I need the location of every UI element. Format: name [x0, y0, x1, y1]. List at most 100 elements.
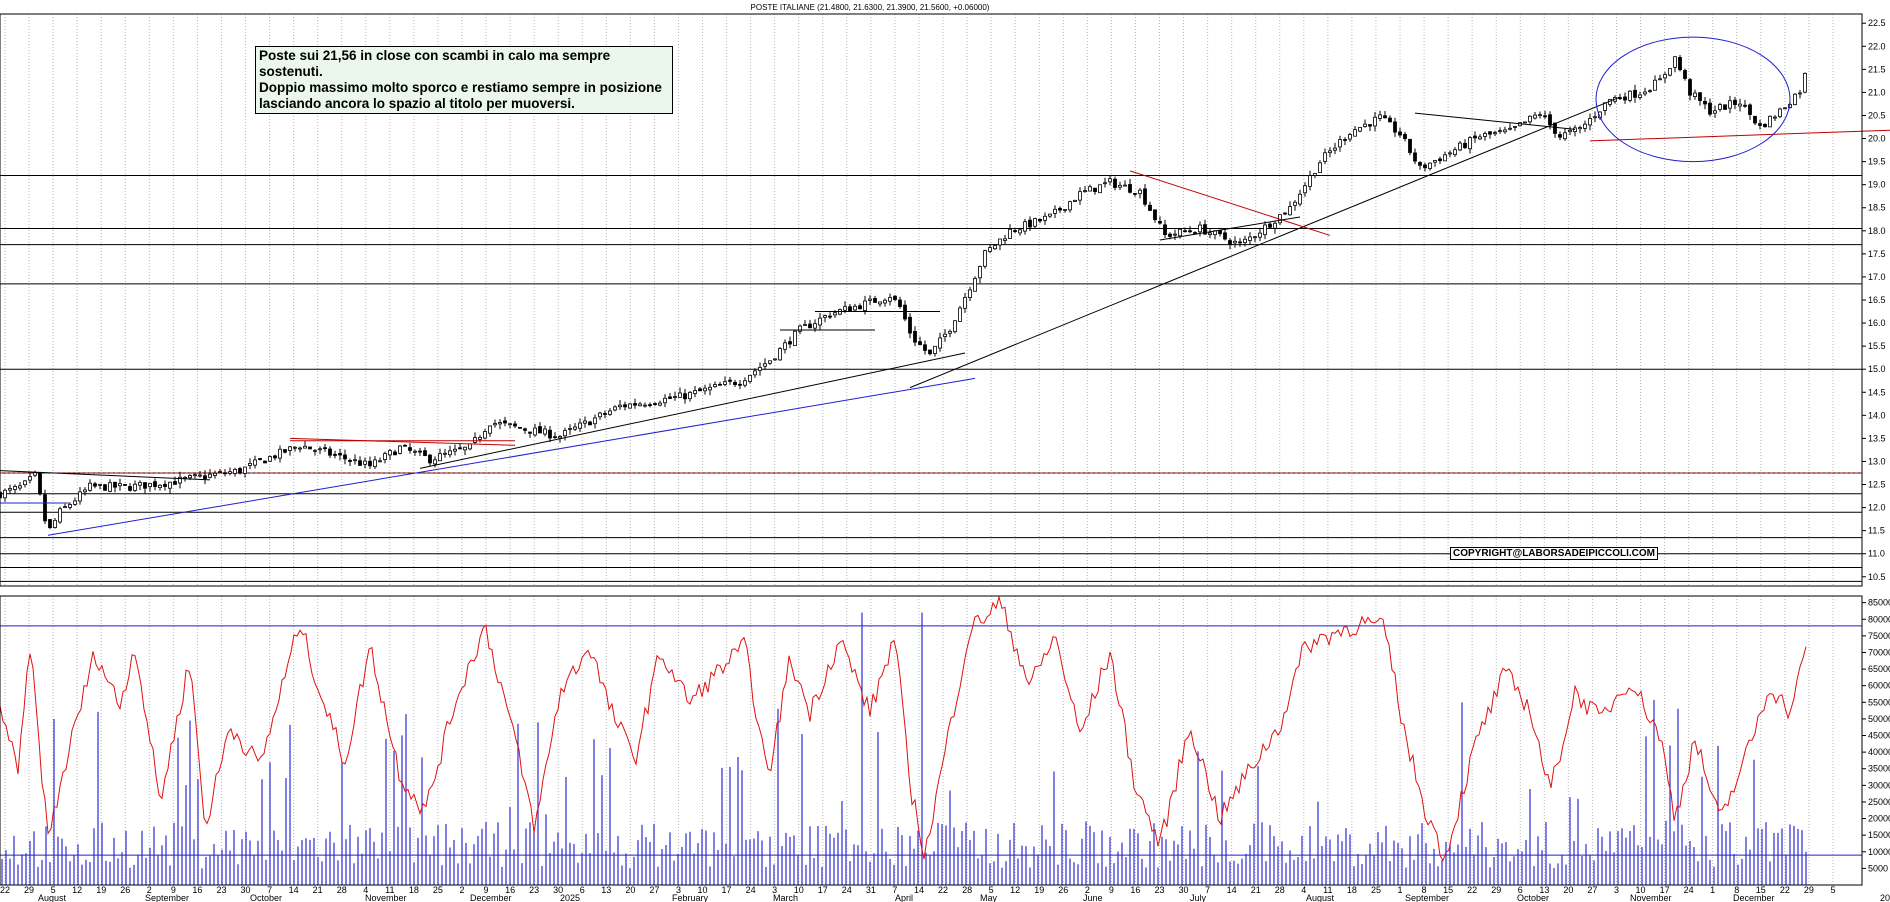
- candle-body: [908, 316, 912, 334]
- month-label: April: [895, 893, 913, 902]
- candle-body: [473, 437, 477, 443]
- candle-body: [503, 420, 507, 424]
- candle-body: [298, 447, 302, 450]
- volume-y-tick-label: 5000: [1868, 863, 1888, 873]
- x-tick-label: 25: [1371, 885, 1381, 895]
- candle-body: [1063, 209, 1067, 211]
- candle-body: [868, 298, 872, 301]
- triangle-top: [1414, 112, 1576, 130]
- candle-body: [258, 458, 262, 460]
- candle-body: [1333, 147, 1337, 151]
- candle-body: [743, 380, 747, 386]
- x-tick-label: 16: [505, 885, 515, 895]
- candle-body: [938, 337, 942, 349]
- candle-body: [1223, 232, 1227, 240]
- candle-body: [83, 489, 87, 493]
- candle-body: [413, 450, 417, 453]
- x-tick-label: 14: [289, 885, 299, 895]
- candle-body: [53, 519, 57, 528]
- candle-body: [1418, 162, 1422, 166]
- candle-body: [703, 387, 707, 392]
- candle-body: [1018, 229, 1022, 234]
- candle-body: [968, 289, 972, 299]
- candle-body: [1408, 138, 1412, 153]
- candle-body: [143, 482, 147, 489]
- candle-body: [338, 453, 342, 456]
- candle-body: [1783, 107, 1787, 110]
- candle-body: [1248, 236, 1252, 241]
- candle-body: [1713, 110, 1717, 114]
- candle-body: [393, 451, 397, 456]
- x-tick-label: 10: [697, 885, 707, 895]
- candle-body: [1643, 91, 1647, 95]
- candle-body: [408, 447, 412, 451]
- month-label: November: [1630, 893, 1672, 902]
- candle-body: [1468, 137, 1472, 150]
- candle-body: [1293, 201, 1297, 206]
- month-label: May: [980, 893, 998, 902]
- volume-y-tick-label: 10000: [1868, 847, 1890, 857]
- candle-body: [958, 307, 962, 322]
- candle-body: [103, 484, 107, 491]
- x-tick-label: 25: [433, 885, 443, 895]
- price-y-tick-label: 19.0: [1868, 180, 1886, 190]
- volume-y-tick-label: 65000: [1868, 664, 1890, 674]
- x-tick-label: 17: [722, 885, 732, 895]
- candle-body: [678, 392, 682, 398]
- x-tick-label: 18: [1347, 885, 1357, 895]
- oscillator-layer: [0, 595, 1807, 862]
- candle-body: [218, 471, 222, 473]
- x-tick-label: 27: [1587, 885, 1597, 895]
- candle-body: [628, 403, 632, 409]
- candle-body: [778, 348, 782, 361]
- candle-body: [478, 437, 482, 440]
- candle-body: [1453, 149, 1457, 155]
- candle-body: [568, 428, 572, 430]
- price-y-tick-label: 12.5: [1868, 480, 1886, 490]
- candle-body: [818, 317, 822, 326]
- candle-body: [213, 472, 217, 476]
- candle-body: [668, 396, 672, 399]
- candle-body: [28, 476, 32, 481]
- candle-body: [38, 472, 42, 495]
- volume-y-tick-label: 40000: [1868, 747, 1890, 757]
- volume-y-tick-label: 25000: [1868, 797, 1890, 807]
- volume-y-tick-label: 85000: [1868, 598, 1890, 608]
- candle-body: [508, 423, 512, 426]
- volume-y-tick-label: 30000: [1868, 780, 1890, 790]
- price-y-tick-label: 10.5: [1868, 572, 1886, 582]
- candle-body: [1778, 108, 1782, 118]
- x-tick-label: 30: [241, 885, 251, 895]
- candle-body: [1348, 134, 1352, 140]
- candle-body: [1303, 185, 1307, 194]
- candle-body: [718, 383, 722, 386]
- candle-body: [1528, 115, 1532, 123]
- price-y-tick-label: 17.0: [1868, 272, 1886, 282]
- candle-body: [123, 484, 127, 486]
- candle-body: [1803, 72, 1807, 93]
- candle-body: [1298, 193, 1302, 205]
- x-tick-label: 27: [649, 885, 659, 895]
- candle-body: [1738, 103, 1742, 107]
- candle-body: [1403, 133, 1407, 140]
- x-tick-label: 4: [1301, 885, 1306, 895]
- candle-body: [233, 468, 237, 474]
- candle-body: [453, 448, 457, 452]
- candle-body: [328, 448, 332, 456]
- price-y-tick-label: 18.5: [1868, 203, 1886, 213]
- candle-body: [533, 427, 537, 436]
- volume-y-tick-label: 15000: [1868, 830, 1890, 840]
- price-y-tick-label: 21.5: [1868, 64, 1886, 74]
- price-y-tick-label: 22.0: [1868, 41, 1886, 51]
- x-tick-label: 21: [313, 885, 323, 895]
- candle-body: [1573, 127, 1577, 133]
- candle-body: [638, 403, 642, 407]
- red-flag-line: [289, 437, 516, 446]
- candle-body: [1013, 230, 1017, 232]
- candle-body: [1758, 123, 1762, 126]
- x-tick-label: 3: [1614, 885, 1619, 895]
- x-tick-label: 18: [409, 885, 419, 895]
- candle-body: [493, 423, 497, 426]
- candle-body: [808, 323, 812, 329]
